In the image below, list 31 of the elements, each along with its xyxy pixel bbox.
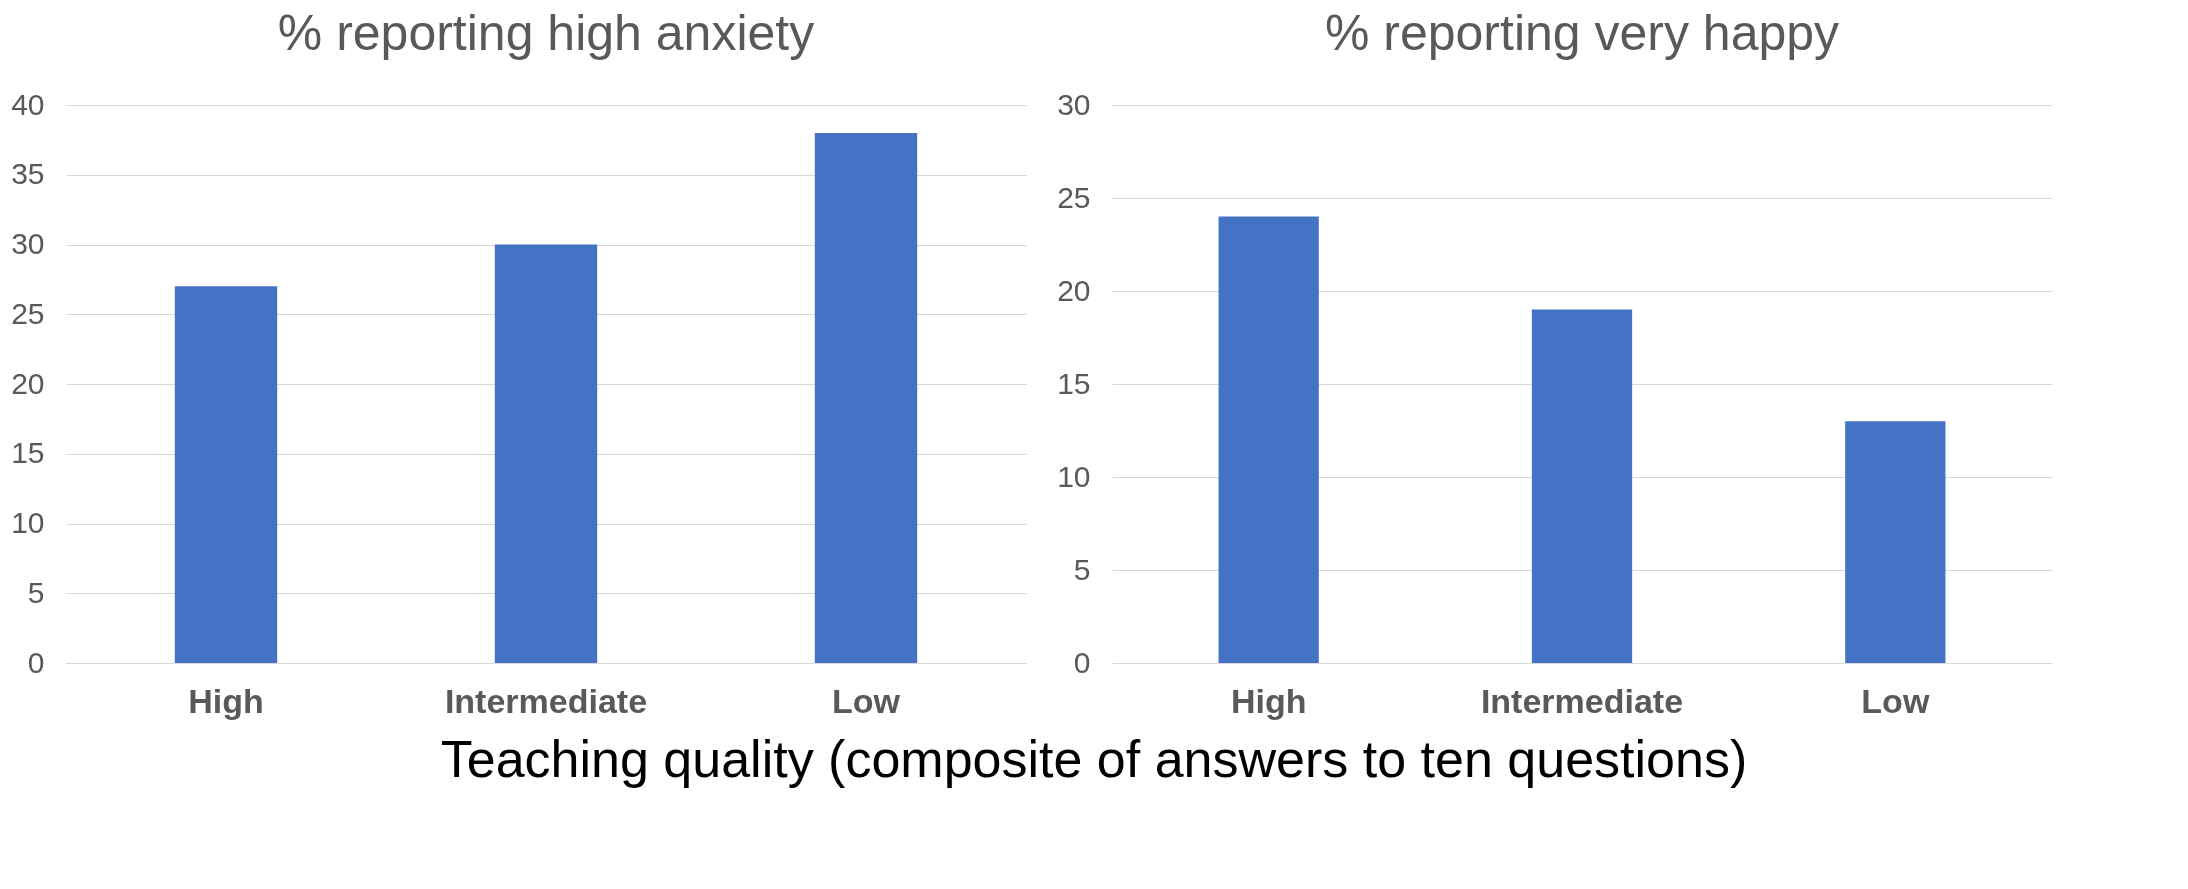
bar [1218, 216, 1319, 663]
x-tick-label: High [1230, 681, 1307, 720]
x-tick-label: Low [1861, 681, 1930, 720]
bar [1531, 309, 1633, 663]
y-tick-label: 25 [1057, 180, 1091, 214]
y-tick-label: 20 [11, 366, 45, 400]
y-tick-label: 0 [27, 645, 45, 679]
x-tick-label: Intermediate [444, 681, 648, 720]
y-tick-label: 40 [11, 87, 45, 121]
y-tick-label: 5 [27, 575, 45, 609]
y-tick-label: 15 [1057, 366, 1091, 400]
bar [1845, 421, 1946, 663]
y-tick-label: 20 [1057, 273, 1091, 307]
y-tick-label: 10 [1057, 459, 1091, 493]
y-tick-label: 30 [1057, 87, 1091, 121]
y-tick-label: 5 [1073, 552, 1091, 586]
x-axis-title: Teaching quality (composite of answers to ten questions) [439, 729, 1749, 789]
bar [494, 244, 598, 663]
bar [814, 132, 918, 663]
y-tick-label: 25 [11, 296, 45, 330]
x-tick-label: Low [832, 681, 901, 720]
y-tick-label: 0 [1073, 645, 1091, 679]
y-tick-label: 15 [11, 436, 45, 470]
x-tick-label: Intermediate [1480, 681, 1684, 720]
x-tick-label: High [188, 681, 264, 720]
y-tick-label: 10 [11, 506, 45, 539]
y-tick-label: 30 [11, 227, 45, 260]
y-tick-label: 35 [11, 157, 45, 191]
bar [174, 286, 278, 663]
chart-title: % reporting high anxiety [277, 5, 815, 61]
chart-title: % reporting very happy [1324, 5, 1840, 61]
